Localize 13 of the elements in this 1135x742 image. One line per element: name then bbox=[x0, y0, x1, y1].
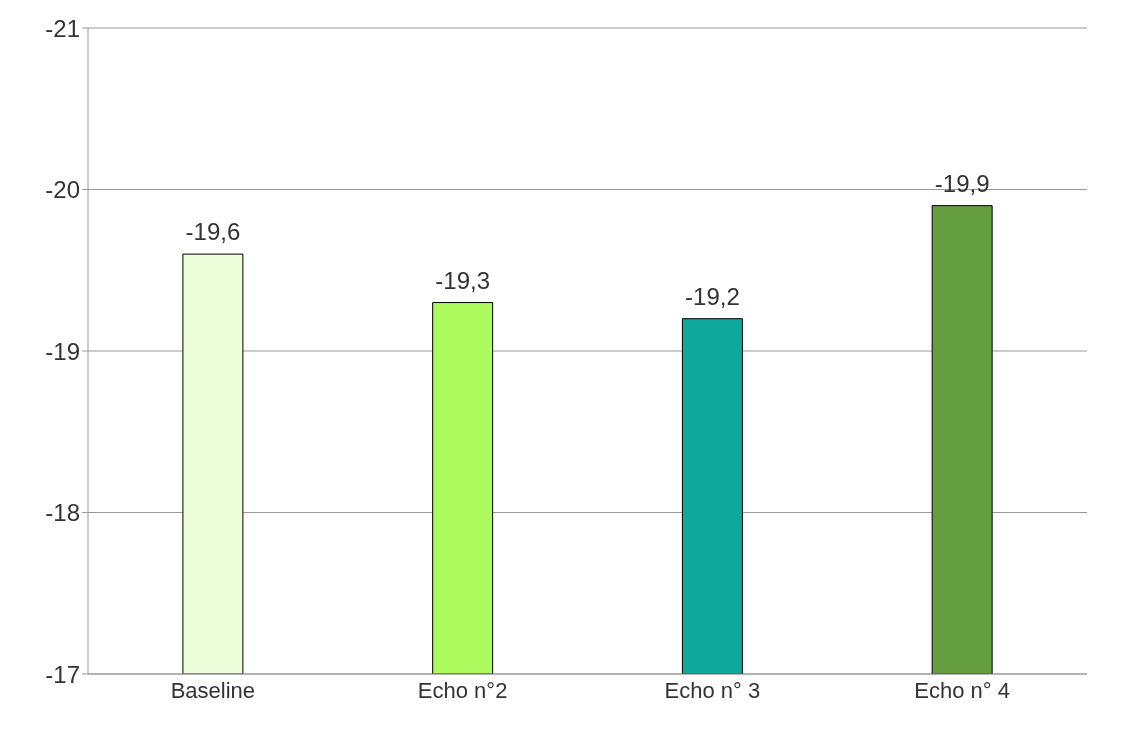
data-label: -19,2 bbox=[685, 282, 740, 310]
data-label: -19,9 bbox=[934, 169, 990, 197]
x-tick-label: Echo n° 3 bbox=[664, 677, 761, 703]
x-tick-label: Echo n° 4 bbox=[914, 677, 1010, 703]
x-tick-label: Echo n°2 bbox=[417, 677, 508, 703]
y-tick-label: -18 bbox=[45, 499, 80, 527]
y-tick-label: -19 bbox=[45, 337, 80, 365]
x-tick-label: Baseline bbox=[170, 677, 256, 703]
y-tick-label: -21 bbox=[45, 14, 80, 42]
data-label: -19,3 bbox=[435, 266, 491, 294]
y-tick-label: -17 bbox=[45, 660, 80, 688]
data-label: -19,6 bbox=[185, 218, 241, 246]
y-tick-label: -20 bbox=[45, 176, 80, 204]
